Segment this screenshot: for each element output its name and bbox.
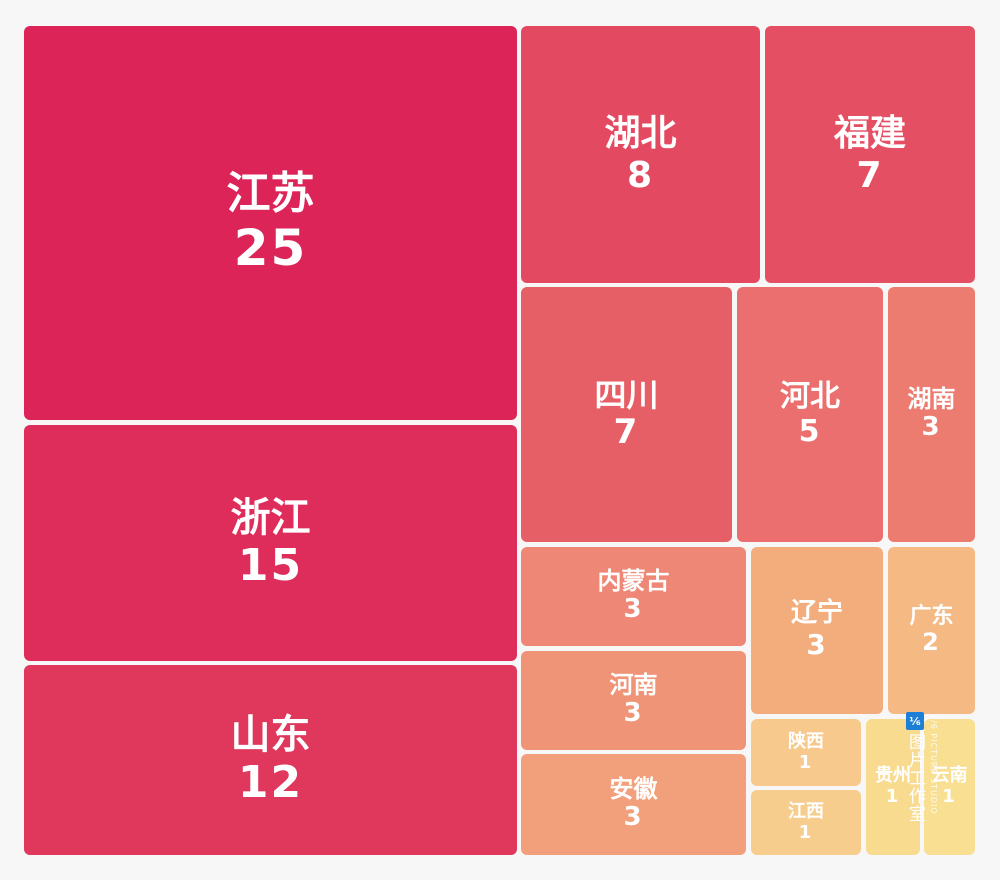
tile-label: 江苏 [226,167,315,219]
tile-value: 1 [942,786,957,807]
tile-label: 河南 [609,670,658,699]
tile-value: 15 [237,539,304,591]
treemap-tile: 浙江 15 [24,425,517,661]
tile-label: 山东 [230,711,311,758]
tile-label: 福建 [833,113,906,155]
tile-value: 3 [623,594,644,625]
treemap-tile: 河南 3 [521,651,746,750]
tile-label: 辽宁 [790,598,843,629]
treemap-tile: 河北 5 [737,287,883,542]
treemap-tile: 福建 7 [765,26,975,283]
treemap-tile: 四川 7 [521,287,732,542]
tile-value: 12 [237,756,304,808]
treemap-tile: 广东 2 [888,547,975,714]
tile-value: 3 [623,802,644,833]
treemap-tile: 内蒙古 3 [521,547,746,646]
treemap-tile: 湖北 8 [521,26,760,283]
treemap-tile: 山东 12 [24,665,517,855]
tile-label: 江西 [788,800,824,822]
treemap-tile: 江西 1 [751,790,861,855]
treemap-tile: 江苏 25 [24,26,517,420]
watermark-subtext: 1/6 PICTURE STUDIO [929,714,938,815]
tile-value: 1 [798,821,814,843]
tile-value: 1 [885,786,901,807]
tile-label: 河北 [780,379,840,414]
tile-label: 四川 [594,375,659,414]
tile-value: 8 [626,154,655,196]
tile-label: 贵州 [875,765,911,787]
tile-label: 安徽 [609,774,658,803]
tile-label: 浙江 [230,494,311,541]
tile-value: 3 [806,628,828,662]
studio-logo-icon: ⅙ [906,712,924,730]
tile-label: 广东 [909,604,954,630]
watermark: ⅙ 图片工作室 1/6 PICTURE STUDIO [903,712,938,840]
tile-label: 湖南 [907,384,956,413]
treemap-tile: 陕西 1 [751,719,861,786]
tile-value: 25 [233,218,308,277]
tile-value: 7 [856,154,884,196]
tile-value: 2 [922,628,941,657]
tile-value: 3 [921,412,942,443]
tile-value: 1 [798,751,814,773]
treemap-tile: 湖南 3 [888,287,975,542]
tile-label: 云南 [931,765,968,787]
treemap-tile: 云南 1 [924,719,975,855]
treemap-tile: 辽宁 3 [751,547,883,714]
watermark-text: 图片工作室 [905,733,925,823]
treemap-tile: 贵州 1 [866,719,920,855]
tile-value: 3 [623,698,644,729]
tile-label: 陕西 [788,730,824,752]
tile-label: 内蒙古 [597,566,670,595]
tile-value: 5 [798,413,822,449]
tile-label: 湖北 [604,113,677,155]
tile-value: 7 [613,412,640,453]
treemap-tile: 安徽 3 [521,754,746,855]
